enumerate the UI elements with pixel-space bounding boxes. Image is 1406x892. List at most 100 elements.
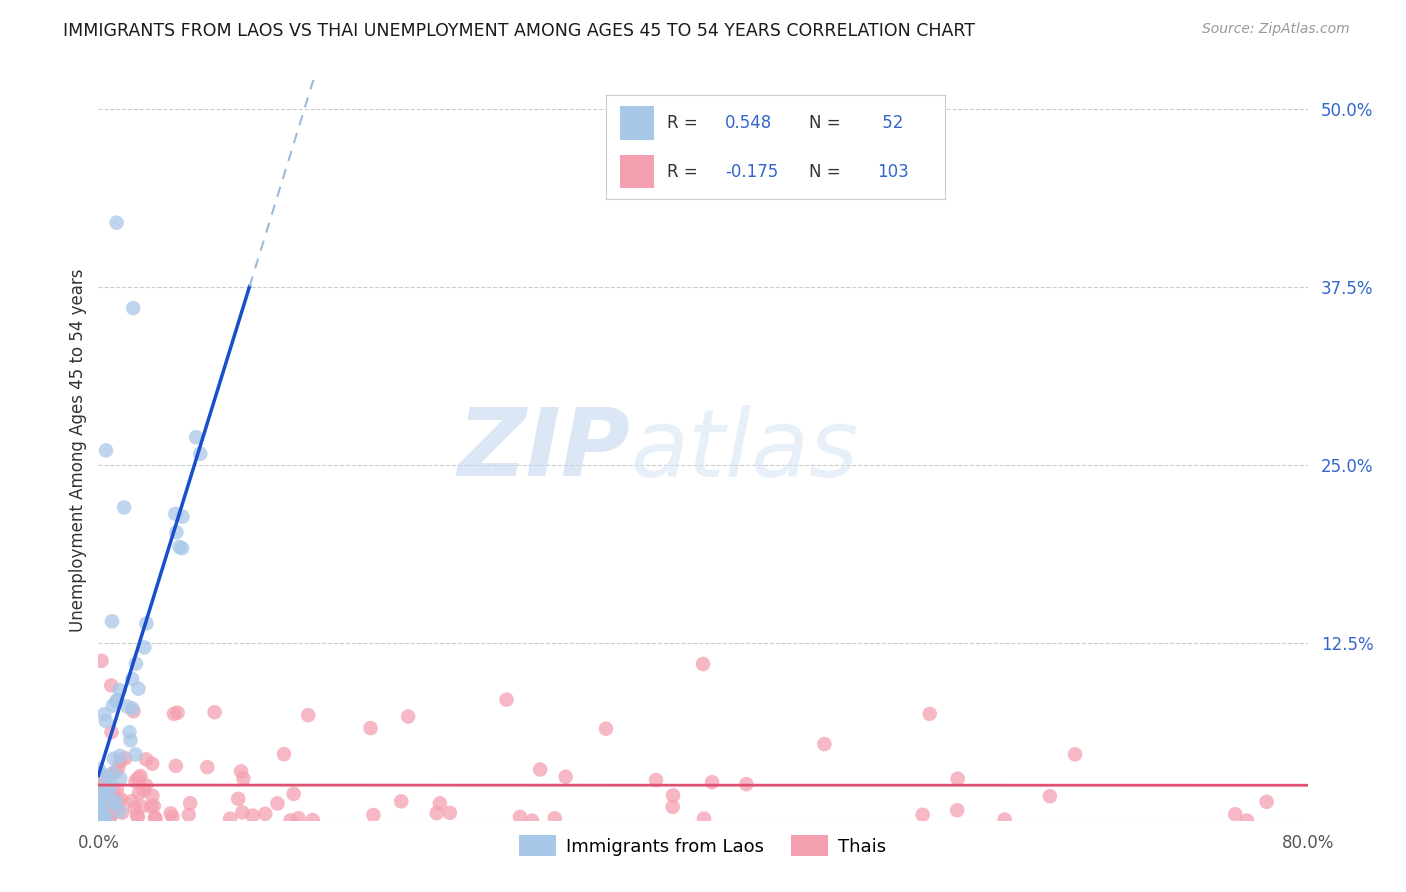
Point — [273, 747, 295, 761]
Point — [166, 525, 188, 540]
Point — [93, 778, 115, 792]
Point — [389, 794, 412, 808]
Legend: Immigrants from Laos, Thais: Immigrants from Laos, Thais — [512, 828, 894, 863]
Point — [135, 616, 157, 631]
Point — [1256, 795, 1278, 809]
Point — [97, 785, 120, 799]
Point — [87, 791, 110, 805]
Point — [128, 786, 150, 800]
Point — [495, 692, 517, 706]
Point — [179, 796, 201, 810]
Point — [91, 780, 114, 794]
Point — [117, 699, 139, 714]
Point — [122, 704, 145, 718]
Point — [120, 733, 142, 747]
Point — [195, 760, 218, 774]
Point — [100, 809, 122, 823]
Point — [98, 769, 121, 783]
Point — [226, 791, 249, 805]
Point — [105, 216, 128, 230]
Point — [112, 500, 135, 515]
Point — [142, 799, 165, 814]
Point — [141, 756, 163, 771]
Point — [127, 808, 149, 822]
Point — [509, 810, 531, 824]
Point — [1225, 807, 1247, 822]
Point — [1236, 814, 1258, 828]
Point — [98, 780, 121, 795]
Point — [103, 784, 125, 798]
Point — [254, 806, 277, 821]
Point — [177, 807, 200, 822]
Point — [121, 672, 143, 686]
Point — [396, 709, 419, 723]
Point — [283, 787, 305, 801]
Point — [242, 808, 264, 822]
Point — [118, 725, 141, 739]
Point — [159, 806, 181, 821]
Point — [127, 681, 149, 696]
Point — [125, 657, 148, 671]
Text: atlas: atlas — [630, 405, 859, 496]
Point — [89, 767, 111, 781]
Point — [661, 799, 683, 814]
Point — [134, 640, 156, 655]
Point — [103, 752, 125, 766]
Point — [111, 805, 134, 820]
Point — [994, 813, 1017, 827]
Text: ZIP: ZIP — [457, 404, 630, 497]
Point — [122, 301, 145, 315]
Point — [87, 763, 110, 777]
Point — [165, 759, 187, 773]
Point — [91, 814, 114, 828]
Point — [232, 772, 254, 786]
Point — [89, 797, 111, 812]
Text: Source: ZipAtlas.com: Source: ZipAtlas.com — [1202, 22, 1350, 37]
Point — [90, 800, 112, 814]
Point — [692, 657, 714, 671]
Point — [280, 814, 302, 828]
Point — [91, 785, 114, 799]
Point — [1039, 789, 1062, 804]
Point — [595, 722, 617, 736]
Point — [87, 786, 110, 800]
Point — [101, 765, 124, 780]
Point — [143, 811, 166, 825]
Text: IMMIGRANTS FROM LAOS VS THAI UNEMPLOYMENT AMONG AGES 45 TO 54 YEARS CORRELATION : IMMIGRANTS FROM LAOS VS THAI UNEMPLOYMEN… — [63, 22, 976, 40]
Point — [108, 804, 131, 818]
Point — [108, 754, 131, 768]
Point — [104, 803, 127, 817]
Point — [100, 678, 122, 692]
Point — [229, 764, 252, 779]
Point — [911, 807, 934, 822]
Point — [204, 705, 226, 719]
Point — [105, 693, 128, 707]
Point — [101, 698, 124, 713]
Point — [107, 761, 129, 775]
Point — [700, 775, 723, 789]
Point — [124, 747, 146, 762]
Y-axis label: Unemployment Among Ages 45 to 54 years: Unemployment Among Ages 45 to 54 years — [69, 268, 87, 632]
Point — [529, 763, 551, 777]
Point — [166, 706, 188, 720]
Point — [287, 811, 309, 825]
Point — [188, 447, 211, 461]
Point — [121, 794, 143, 808]
Point — [1064, 747, 1087, 762]
Point — [169, 540, 191, 554]
Point — [105, 782, 128, 797]
Point — [91, 805, 114, 819]
Point — [266, 797, 288, 811]
Point — [163, 706, 186, 721]
Point — [172, 509, 194, 524]
Point — [101, 790, 124, 805]
Point — [129, 769, 152, 783]
Point — [101, 615, 124, 629]
Point — [98, 774, 121, 789]
Point — [429, 797, 451, 811]
Point — [96, 812, 118, 826]
Point — [90, 786, 112, 800]
Point — [108, 683, 131, 698]
Point — [94, 714, 117, 728]
Point — [108, 748, 131, 763]
